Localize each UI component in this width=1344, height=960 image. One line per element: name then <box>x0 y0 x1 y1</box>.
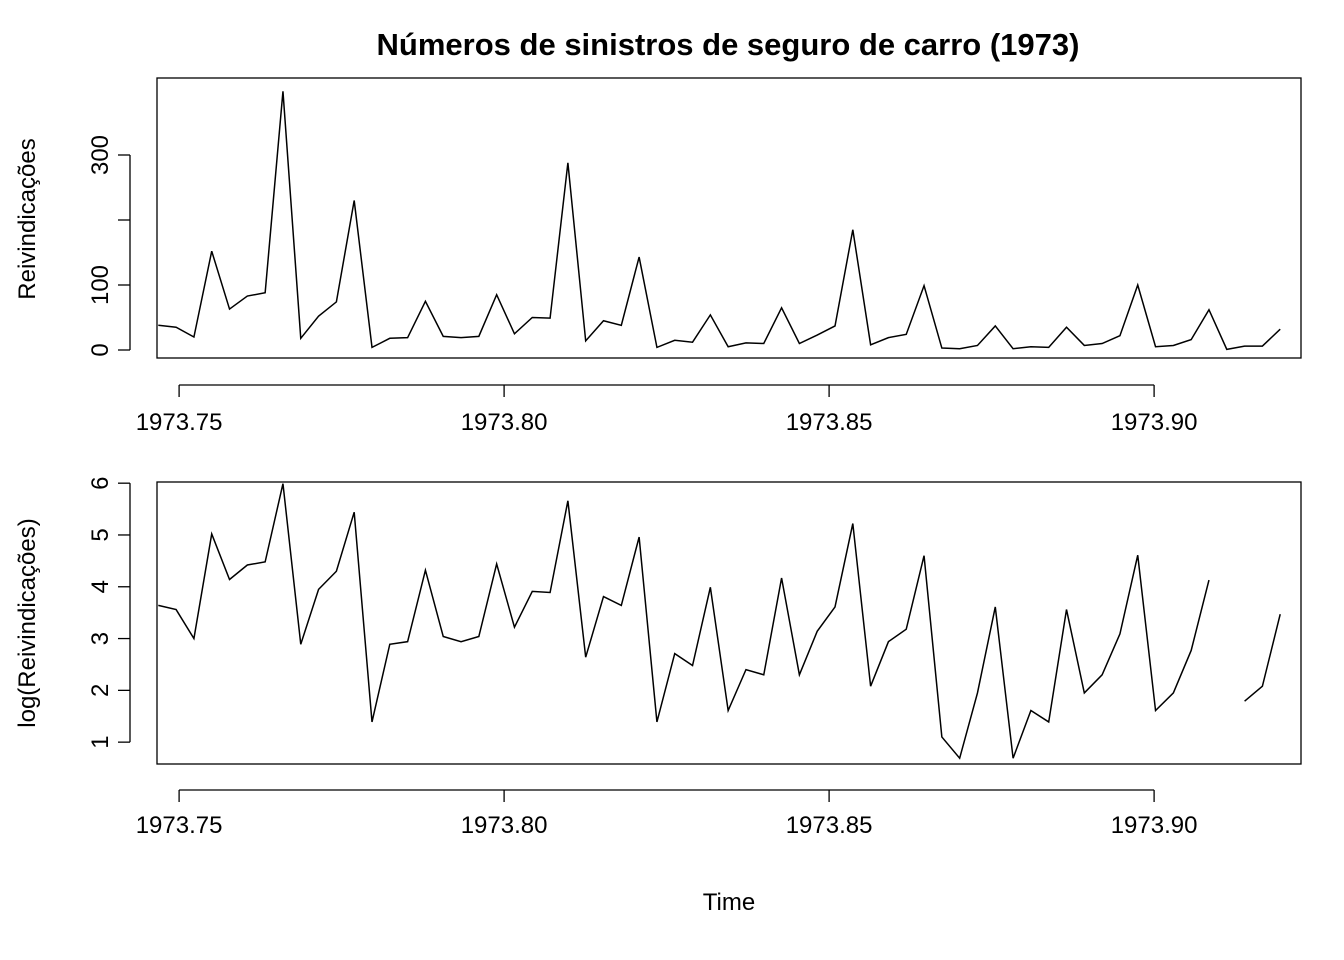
y-tick-label-bottom: 1 <box>87 735 114 748</box>
y-axis-bottom: 1 2 3 4 5 6 <box>87 476 131 749</box>
series-line-claims <box>158 91 1281 351</box>
x-axis-title: Time <box>703 889 755 916</box>
y-tick-label-top: 100 <box>87 265 114 305</box>
x-tick-label-top: 1973.75 <box>136 409 223 436</box>
x-tick-label-top: 1973.90 <box>1111 409 1198 436</box>
y-axis-title-bottom: log(Reivindicações) <box>14 518 41 727</box>
chart-title: Números de sinistros de seguro de carro … <box>377 27 1080 62</box>
x-tick-label-top: 1973.80 <box>461 409 548 436</box>
x-axis-bottom: 1973.75 1973.80 1973.85 1973.90 <box>136 789 1198 839</box>
y-axis-top: 0 100 300 <box>87 135 131 357</box>
plot-frame-bottom <box>156 481 1302 765</box>
plot-frame-top <box>156 77 1302 359</box>
x-axis-top: 1973.75 1973.80 1973.85 1973.90 <box>136 384 1198 436</box>
series-line-log-claims <box>158 483 1281 760</box>
panel-bottom: log(Reivindicações) 1973.75 1973.80 1973.8… <box>14 476 1302 839</box>
panel-top: Reivindicações 1973.75 1973.80 1973.85 1973… <box>14 77 1302 436</box>
y-tick-label-top: 300 <box>87 135 114 175</box>
x-tick-label-top: 1973.85 <box>786 409 873 436</box>
y-tick-label-bottom: 2 <box>87 684 114 697</box>
x-tick-label-bottom: 1973.90 <box>1111 812 1198 839</box>
y-tick-label-bottom: 3 <box>87 632 114 645</box>
y-tick-label-top: 0 <box>87 343 114 356</box>
x-tick-label-bottom: 1973.80 <box>461 812 548 839</box>
y-tick-label-bottom: 5 <box>87 528 114 541</box>
y-tick-label-bottom: 4 <box>87 580 114 593</box>
y-tick-label-bottom: 6 <box>87 476 114 489</box>
x-tick-label-bottom: 1973.85 <box>786 812 873 839</box>
x-tick-label-bottom: 1973.75 <box>136 812 223 839</box>
y-axis-title-top: Reivindicações <box>14 138 41 299</box>
